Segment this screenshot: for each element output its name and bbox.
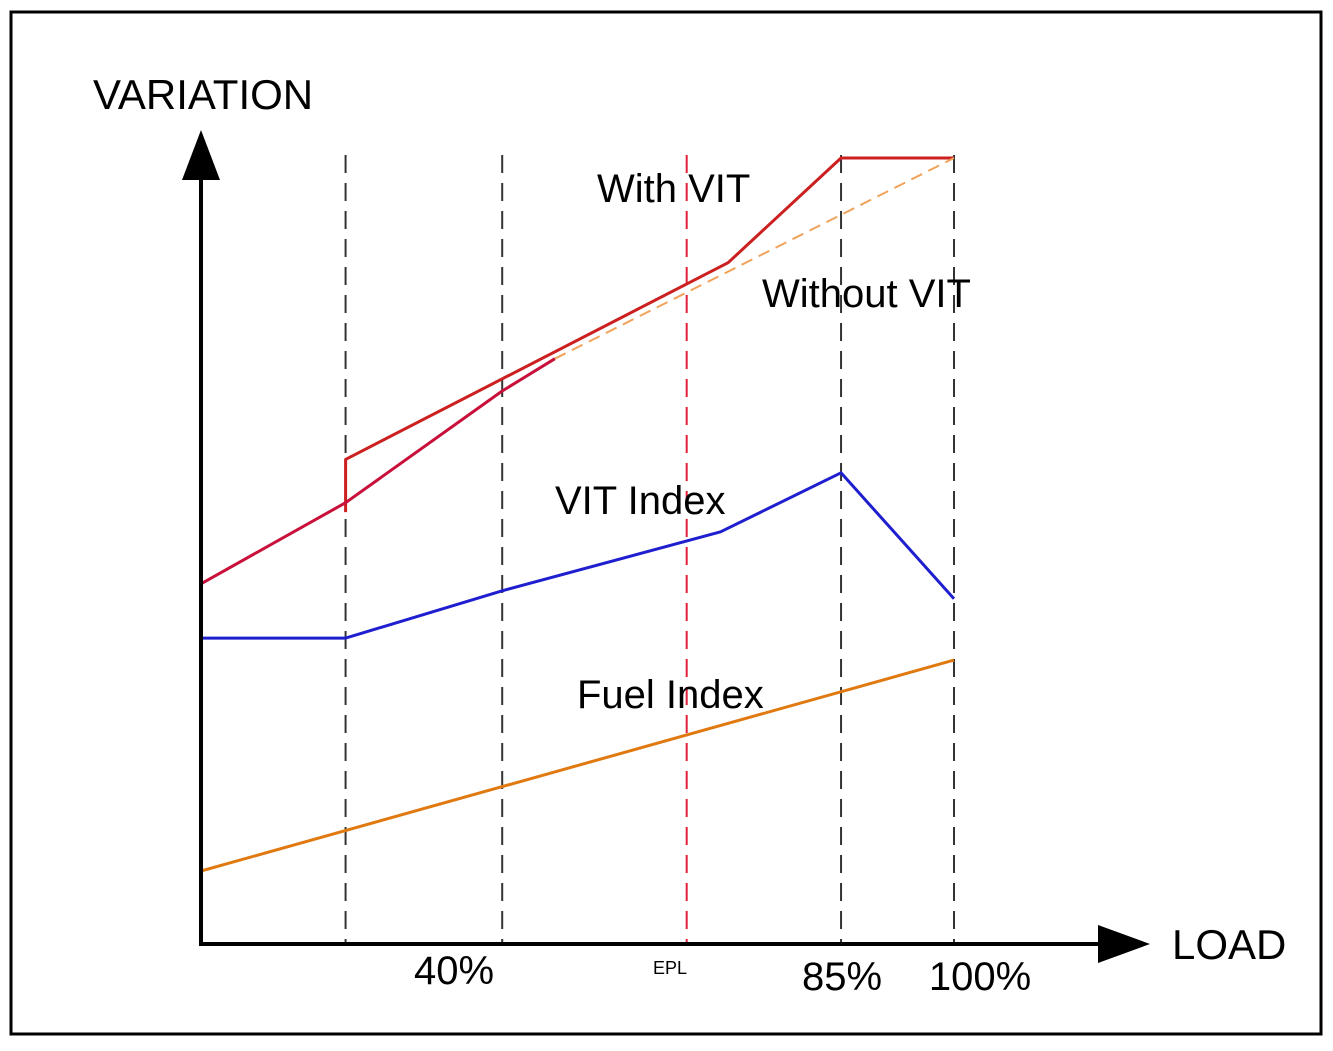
tick-label-100: 100% <box>929 955 1031 999</box>
series-line-without-vit-extension <box>554 157 955 360</box>
series-line-without-vit <box>200 357 556 586</box>
reference-lines <box>344 155 955 945</box>
label-without-vit: Without VIT <box>762 272 971 316</box>
tick-label-40: 40% <box>414 949 494 993</box>
series-line-with-vit <box>344 156 954 513</box>
series-line-fuel-index <box>200 658 955 873</box>
series-line-vit-index <box>201 471 956 640</box>
y-axis-title: VARIATION <box>93 71 313 118</box>
x-axis-title: LOAD <box>1172 921 1286 968</box>
x-axis-arrowhead <box>1098 925 1150 963</box>
tick-label-epl: EPL <box>653 958 687 978</box>
label-with-vit: With VIT <box>597 167 750 211</box>
label-vit-index: VIT Index <box>555 479 725 523</box>
tick-label-85: 85% <box>802 955 882 999</box>
series-layer <box>200 156 956 873</box>
label-fuel-index: Fuel Index <box>577 673 764 717</box>
y-axis-arrowhead <box>182 130 220 180</box>
